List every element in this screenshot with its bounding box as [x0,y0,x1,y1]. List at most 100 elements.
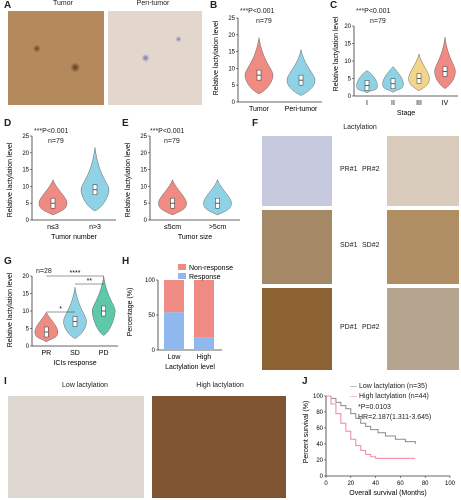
H-bar-response [194,337,214,350]
chart-B-ylabel: Relative lactylation level [213,20,220,95]
J-ytick-label: 20 [316,458,323,464]
D-ytick-label: 0 [26,218,30,224]
ihc-pr2-image [387,136,459,206]
C-xlabel: Stage [397,110,415,116]
H-xlabel: Lactylation level [165,364,215,371]
C-ytick-label: 10 [344,59,351,65]
chart-D-n: n=79 [48,138,64,145]
tumor-caption: Tumor [53,0,73,7]
H-ytick-label: 50 [148,313,155,319]
chart-C-ylabel: Relative lactylation level [333,16,340,91]
J-ytick-label: 80 [316,410,323,416]
chart-H-ylabel: Percentage (%) [127,288,134,337]
panel-J-label: J [302,376,308,387]
J-xtick-label: 0 [324,481,328,487]
H-ytick-label: 0 [152,348,156,354]
H-legend-response: Response [189,274,221,281]
peri-tumor-caption: Peri-tumor [136,0,170,7]
C-ytick-label: 5 [348,77,352,83]
E-xtick-label: ≤5cm [164,224,181,231]
B-violin [286,49,316,96]
chart-D-stat: ***P<0.001 [34,128,69,135]
J-ytick-label: 40 [316,442,323,448]
chart-G-ylabel: Relative lactylation level [7,272,14,347]
G-sig-label: **** [70,270,81,277]
E-xlabel: Tumor size [178,234,212,241]
ihc-pr2-label: PR#2 [362,166,380,173]
B-ytick-label: 25 [228,16,235,22]
panel-D-label: D [4,118,12,129]
G-ytick-label: 15 [22,292,29,298]
B-ytick-label: 15 [228,50,235,56]
B-violin [244,37,274,95]
E-ytick-label: 25 [140,134,147,140]
chart-C-stat: ***P<0.001 [356,8,391,15]
chart-B-n: n=79 [256,18,272,25]
D-xtick-label: n≤3 [47,224,59,231]
ihc-sd1-label: SD#1 [340,242,358,249]
E-violin [203,178,232,216]
D-ytick-label: 15 [22,168,29,174]
D-xlabel: Tumor number [51,234,97,241]
H-legend-response-swatch [178,273,186,279]
high-lactylation-caption: High lactylation [196,382,244,389]
chart-G-n: n=28 [36,268,52,275]
chart-J-hr: HR=2.187(1.311-3.645) [358,414,432,421]
ihc-pr1-image [262,136,332,206]
C-xtick-label: I [366,100,368,107]
ihc-pr1-label: PR#1 [340,166,358,173]
G-ytick-label: 0 [26,344,30,350]
panel-H-label: H [122,256,130,267]
G-sig-label: * [59,306,62,313]
chart-E-ylabel: Relative lactylation level [125,142,132,217]
chart-D: Relative lactylation level 0 5 10 15 20 25 n≤3… [7,134,116,241]
ihc-pd2-label: PD#2 [362,324,380,331]
panel-E-label: E [122,118,129,129]
G-ytick-label: 5 [26,327,30,333]
C-violin [408,53,430,92]
G-xtick-label: SD [70,350,80,357]
E-ytick-label: 10 [140,184,147,190]
panel-A-label: A [4,0,12,11]
D-violin [38,178,68,216]
ihc-sd2-label: SD#2 [362,242,380,249]
D-ytick-label: 10 [22,184,29,190]
C-ytick-label: 15 [344,42,351,48]
D-ytick-label: 25 [22,134,29,140]
G-violin [63,287,87,339]
chart-D-ylabel: Relative lactylation level [7,142,14,217]
E-violin [158,178,187,216]
J-ytick-label: 100 [313,394,324,400]
H-ytick-label: 100 [145,278,156,284]
J-curve-low [326,395,416,444]
B-xtick-label: Peri-tumor [285,106,318,113]
G-xlabel: ICIs response [53,360,96,367]
E-ytick-label: 15 [140,168,147,174]
ihc-pd1-image [262,288,332,370]
panel-F-label: F [252,118,259,129]
B-ytick-label: 10 [228,66,235,72]
legend-low: — Low lactylation (n=35) [350,383,428,390]
C-xtick-label: III [416,100,422,107]
D-violin [80,147,110,212]
ihc-sd1-image [262,210,332,284]
J-curve-high [326,395,416,459]
H-bar-nonresponse [194,280,214,338]
D-ytick-label: 20 [22,151,29,157]
J-ytick-label: 60 [316,426,323,432]
ihc-tumor-image [8,11,104,105]
chart-B-stat: ***P<0.001 [240,8,275,15]
D-xtick-label: n>3 [89,224,101,231]
E-xtick-label: >5cm [209,224,226,231]
chart-E: Relative lactylation level 0 5 10 15 20 25 ≤5c… [125,134,240,241]
B-xtick-label: Tumor [249,106,270,113]
G-xtick-label: PR [41,350,51,357]
legend-high: — High lactylation (n=44) [350,393,429,400]
E-ytick-label: 5 [144,201,148,207]
panel-B-label: B [210,0,218,11]
C-xtick-label: IV [442,100,449,107]
B-ytick-label: 20 [228,33,235,39]
ihc-high-image [152,396,286,498]
J-xtick-label: 40 [372,481,379,487]
